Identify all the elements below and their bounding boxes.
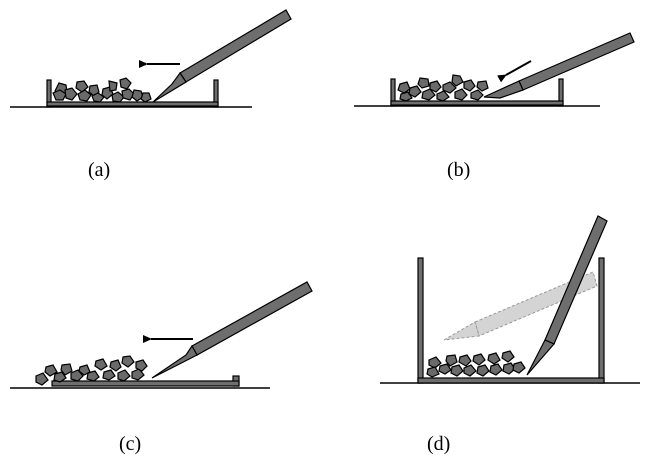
panel-c-drawing	[10, 281, 313, 389]
panel-d-drawing	[380, 215, 640, 384]
scraper-tool	[526, 215, 608, 376]
direction-arrow	[497, 60, 532, 83]
panel-b-drawing	[354, 32, 635, 107]
tray	[390, 78, 564, 107]
container	[417, 257, 605, 384]
rock-pile	[52, 77, 152, 103]
panel-label-a: (a)	[88, 159, 111, 181]
rock-pile	[426, 350, 526, 378]
panel-label-b: (b)	[447, 159, 471, 181]
scraper-tool	[152, 9, 292, 103]
panel-label-c: (c)	[119, 433, 142, 455]
panel-label-d: (d)	[427, 433, 451, 455]
tray	[46, 79, 219, 108]
rock-pile	[397, 74, 489, 102]
panel-a-drawing	[10, 9, 292, 108]
rock-pile	[35, 355, 148, 386]
scraper-tool	[483, 32, 635, 99]
tray	[51, 375, 240, 387]
ghost-tool-previous-position	[443, 271, 598, 341]
scraper-tool	[151, 281, 313, 379]
